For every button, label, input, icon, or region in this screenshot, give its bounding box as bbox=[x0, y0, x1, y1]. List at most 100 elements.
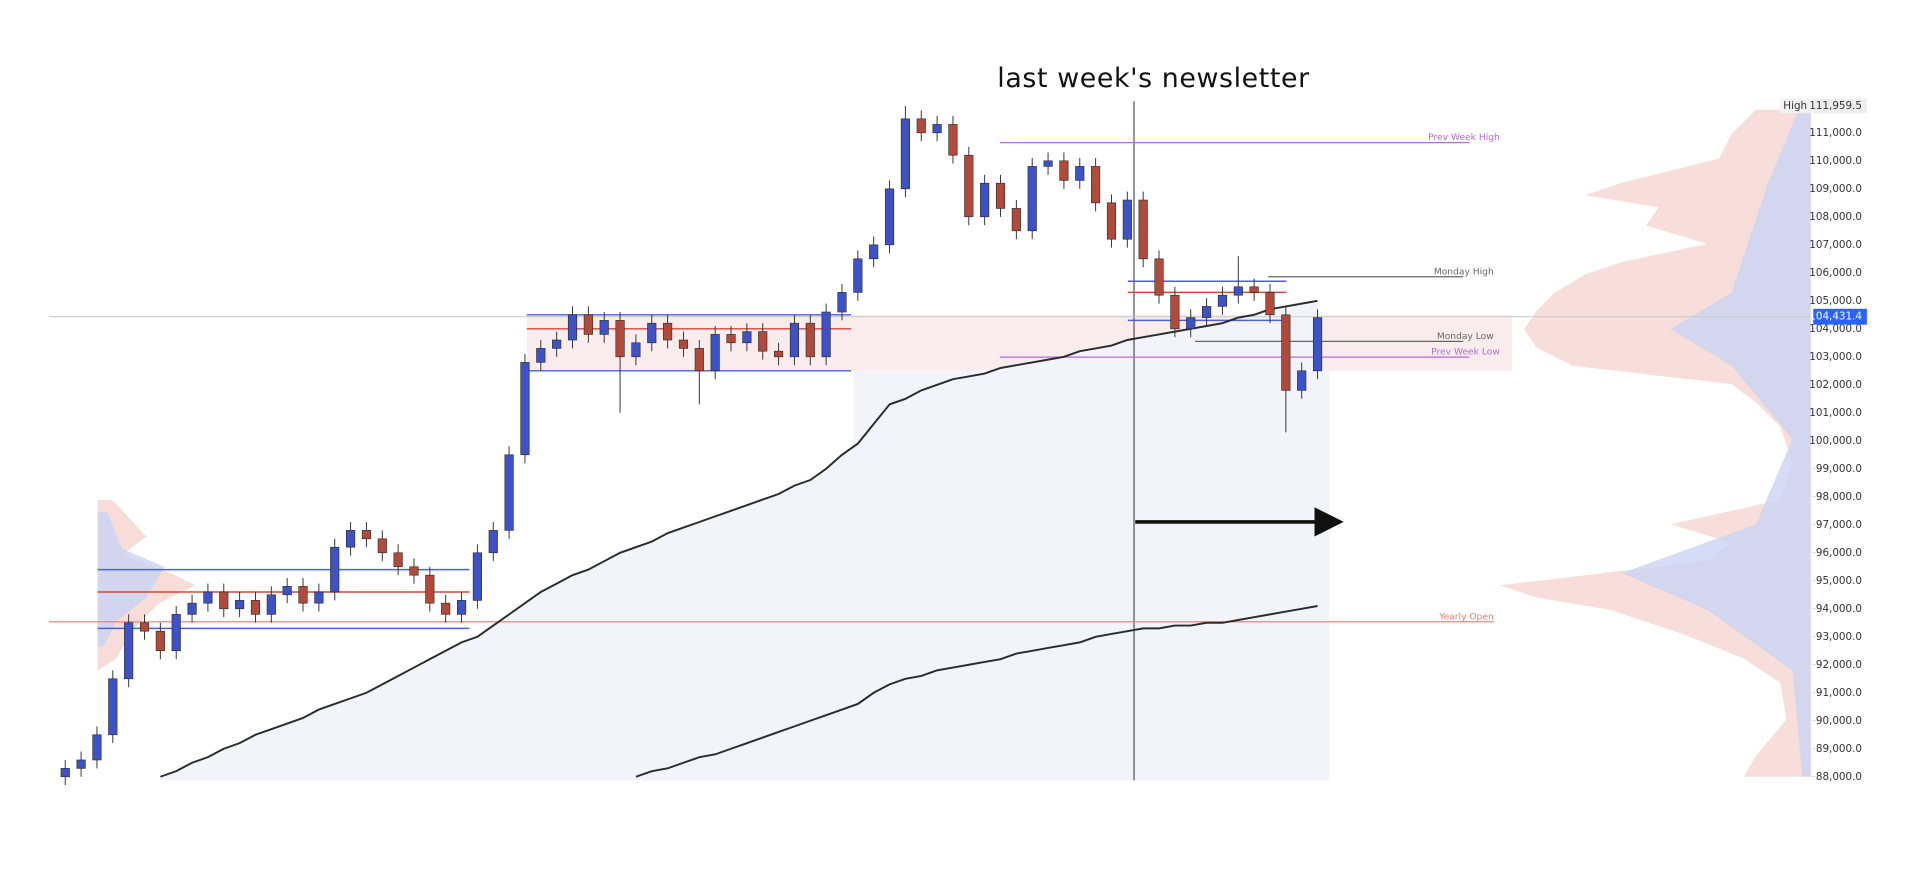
high-tag-box bbox=[1813, 98, 1867, 114]
candle-body bbox=[742, 331, 752, 344]
candle-body bbox=[155, 630, 165, 652]
y-tick-label: 98,000.0 bbox=[1816, 491, 1862, 503]
y-tick-label: 96,000.0 bbox=[1816, 547, 1862, 559]
candle-body bbox=[314, 591, 324, 604]
candle-body bbox=[1265, 292, 1275, 316]
y-tick-label: 111,000.0 bbox=[1809, 127, 1862, 139]
level-label: Prev Week High bbox=[1428, 133, 1500, 143]
candle-body bbox=[821, 311, 831, 358]
candle-body bbox=[980, 182, 990, 218]
candle-body bbox=[1170, 294, 1180, 330]
candle-body bbox=[1138, 199, 1148, 260]
candle-body bbox=[853, 258, 863, 293]
moving-average bbox=[635, 605, 1318, 778]
moving-average bbox=[160, 299, 1318, 778]
candle-body bbox=[298, 586, 308, 604]
y-tick-label: 97,000.0 bbox=[1816, 519, 1862, 531]
candle-body bbox=[1249, 286, 1259, 293]
candle-body bbox=[139, 622, 150, 632]
candle-body bbox=[92, 734, 102, 761]
candle-body bbox=[1154, 258, 1164, 296]
candle-body bbox=[76, 759, 86, 769]
candle-body bbox=[171, 614, 181, 652]
candle-body bbox=[1281, 314, 1291, 391]
candle-body bbox=[663, 322, 673, 341]
candle-body bbox=[1059, 160, 1069, 181]
candle-body bbox=[124, 622, 134, 680]
candle-body bbox=[869, 244, 879, 260]
candle-body bbox=[599, 320, 609, 335]
candle-body bbox=[219, 591, 229, 610]
candle-body bbox=[678, 339, 689, 349]
candle-body bbox=[1297, 370, 1307, 391]
candle-body bbox=[964, 154, 974, 218]
candle-body bbox=[884, 188, 895, 246]
candle-body bbox=[710, 334, 720, 372]
candle-body bbox=[409, 566, 419, 576]
y-tick-label: 90,000.0 bbox=[1816, 715, 1862, 727]
candle-body bbox=[1043, 160, 1053, 167]
candle-body bbox=[567, 314, 578, 341]
candle-body bbox=[235, 600, 245, 610]
candle-body bbox=[472, 552, 482, 601]
y-tick-label: 100,000.0 bbox=[1809, 435, 1862, 447]
candle-body bbox=[916, 118, 926, 134]
candle-body bbox=[1122, 199, 1132, 240]
candle-body bbox=[631, 342, 641, 358]
y-tick-label: 93,000.0 bbox=[1816, 631, 1862, 643]
level-label: Prev Week Low bbox=[1431, 348, 1500, 358]
candle-body bbox=[789, 322, 800, 358]
y-tick-label: 104,000.0 bbox=[1809, 323, 1862, 335]
candle-body bbox=[520, 362, 530, 456]
left-volume-profile-blue bbox=[97, 512, 165, 647]
candle-body bbox=[1091, 166, 1101, 204]
candle-body bbox=[1312, 317, 1323, 372]
candle-body bbox=[1027, 166, 1037, 232]
candle-body bbox=[60, 768, 70, 778]
high-tag-label-box bbox=[1780, 98, 1811, 114]
high-tag-value: 111,959.5 bbox=[1809, 100, 1862, 112]
candle-body bbox=[1011, 208, 1021, 232]
y-tick-label: 92,000.0 bbox=[1816, 659, 1862, 671]
candle-body bbox=[1202, 306, 1212, 318]
annotation-title: last week's newsletter bbox=[997, 63, 1310, 94]
volume-profile-blue bbox=[1621, 109, 1811, 777]
candle-body bbox=[694, 348, 704, 372]
candle-body bbox=[552, 339, 562, 349]
candle-body bbox=[774, 350, 784, 358]
candle-body bbox=[441, 602, 451, 615]
y-tick-label: 109,000.0 bbox=[1809, 183, 1862, 195]
candle-body bbox=[266, 594, 276, 615]
candle-body bbox=[282, 586, 292, 596]
y-tick-label: 95,000.0 bbox=[1816, 575, 1862, 587]
candle-body bbox=[647, 322, 657, 344]
candle-body bbox=[805, 322, 815, 358]
candle-body bbox=[536, 348, 546, 363]
candle-body bbox=[1217, 294, 1228, 307]
candle-body bbox=[456, 600, 467, 615]
candle-body bbox=[1186, 317, 1196, 330]
candle-body bbox=[504, 454, 514, 531]
y-tick-label: 101,000.0 bbox=[1809, 407, 1862, 419]
candle-body bbox=[726, 334, 736, 344]
y-tick-label: 91,000.0 bbox=[1816, 687, 1862, 699]
y-tick-label: 106,000.0 bbox=[1809, 267, 1862, 279]
candle-body bbox=[203, 591, 213, 604]
level-label: Yearly Open bbox=[1438, 612, 1494, 622]
last-price-label: 104,431.4 bbox=[1809, 311, 1862, 323]
candle-body bbox=[377, 538, 387, 554]
candle-body bbox=[330, 546, 340, 593]
level-label: Monday High bbox=[1434, 267, 1494, 277]
candle-body bbox=[1233, 286, 1243, 296]
candle-body bbox=[361, 530, 372, 540]
candle-body bbox=[108, 678, 118, 736]
candle-body bbox=[615, 320, 625, 358]
candle-body bbox=[948, 124, 958, 156]
y-tick-label: 102,000.0 bbox=[1809, 379, 1862, 391]
y-tick-label: 105,000.0 bbox=[1809, 295, 1862, 307]
candle-body bbox=[758, 331, 768, 352]
y-tick-label: 103,000.0 bbox=[1809, 351, 1862, 363]
candle-body bbox=[1106, 202, 1117, 240]
background-layer bbox=[97, 109, 1811, 781]
